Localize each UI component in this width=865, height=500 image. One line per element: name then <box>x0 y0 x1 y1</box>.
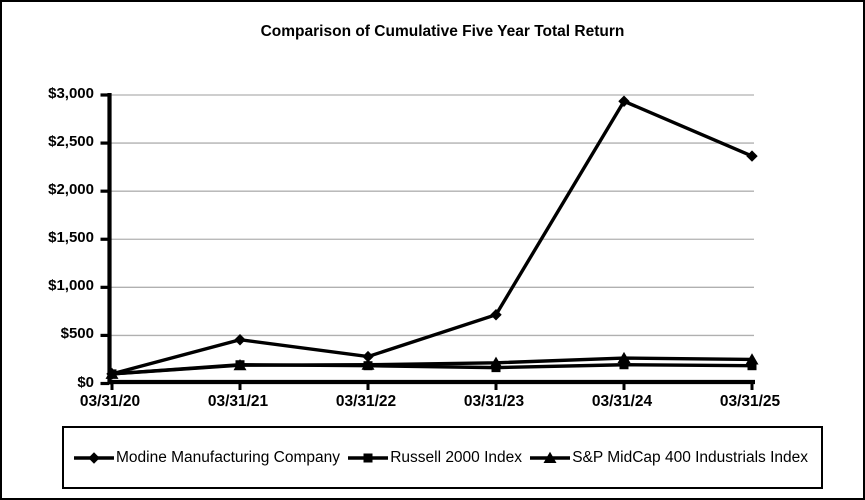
legend-item-s-p-midcap-400-industrials-index: S&P MidCap 400 Industrials Index <box>530 449 808 467</box>
square-marker-icon <box>747 361 757 371</box>
x-tick-label: 03/31/20 <box>79 393 141 410</box>
y-tick-label: $1,000 <box>48 277 94 295</box>
triangle-marker-icon <box>617 351 631 364</box>
diamond-marker-icon <box>618 95 630 107</box>
legend: Modine Manufacturing Company Russell 2000… <box>62 426 823 489</box>
x-tick-label: 03/31/24 <box>591 393 653 410</box>
x-tick-label: 03/31/25 <box>719 393 781 410</box>
legend-sample-line <box>348 453 389 462</box>
y-tick-label: $2,500 <box>48 133 94 151</box>
chart-title: Comparison of Cumulative Five Year Total… <box>260 23 625 40</box>
y-tick-label: $2,000 <box>48 181 94 199</box>
diamond-marker-icon <box>88 451 100 464</box>
y-tick-label: $1,500 <box>48 229 94 247</box>
legend-label: S&P MidCap 400 Industrials Index <box>572 448 808 466</box>
x-tick-label: 03/31/22 <box>335 393 397 410</box>
series-modine-manufacturing-company <box>106 95 758 380</box>
series-line-s-p-midcap-400-industrials-index <box>111 356 753 376</box>
diamond-marker-icon <box>490 309 502 321</box>
legend-item-russell-2000-index: Russell 2000 Index <box>348 449 522 467</box>
y-tick-label: $3,000 <box>48 85 94 102</box>
series-s-p-midcap-400-industrials-index <box>105 351 759 379</box>
diamond-marker-icon <box>746 150 758 162</box>
triangle-marker-icon <box>745 353 759 365</box>
legend-sample-line <box>74 451 114 464</box>
series-line-modine-manufacturing-company <box>111 99 753 376</box>
legend-label: Russell 2000 Index <box>390 448 523 466</box>
y-tick-label: $500 <box>60 325 94 343</box>
triangle-marker-icon <box>361 358 375 370</box>
legend-sample-line <box>530 451 571 463</box>
triangle-marker-icon <box>233 359 247 371</box>
legend-label: Modine Manufacturing Company <box>116 448 341 466</box>
square-marker-icon <box>619 360 629 370</box>
diamond-marker-icon <box>362 350 374 363</box>
x-tick-label: 03/31/21 <box>207 393 269 410</box>
legend-item-modine-manufacturing-company: Modine Manufacturing Company <box>74 449 340 467</box>
diamond-marker-icon <box>234 334 246 346</box>
y-tick-label: $0 <box>77 373 94 391</box>
triangle-marker-icon <box>543 451 557 463</box>
square-marker-icon <box>363 453 373 462</box>
triangle-marker-icon <box>489 356 503 368</box>
x-tick-label: 03/31/23 <box>463 393 525 410</box>
triangle-marker-icon <box>105 367 119 379</box>
